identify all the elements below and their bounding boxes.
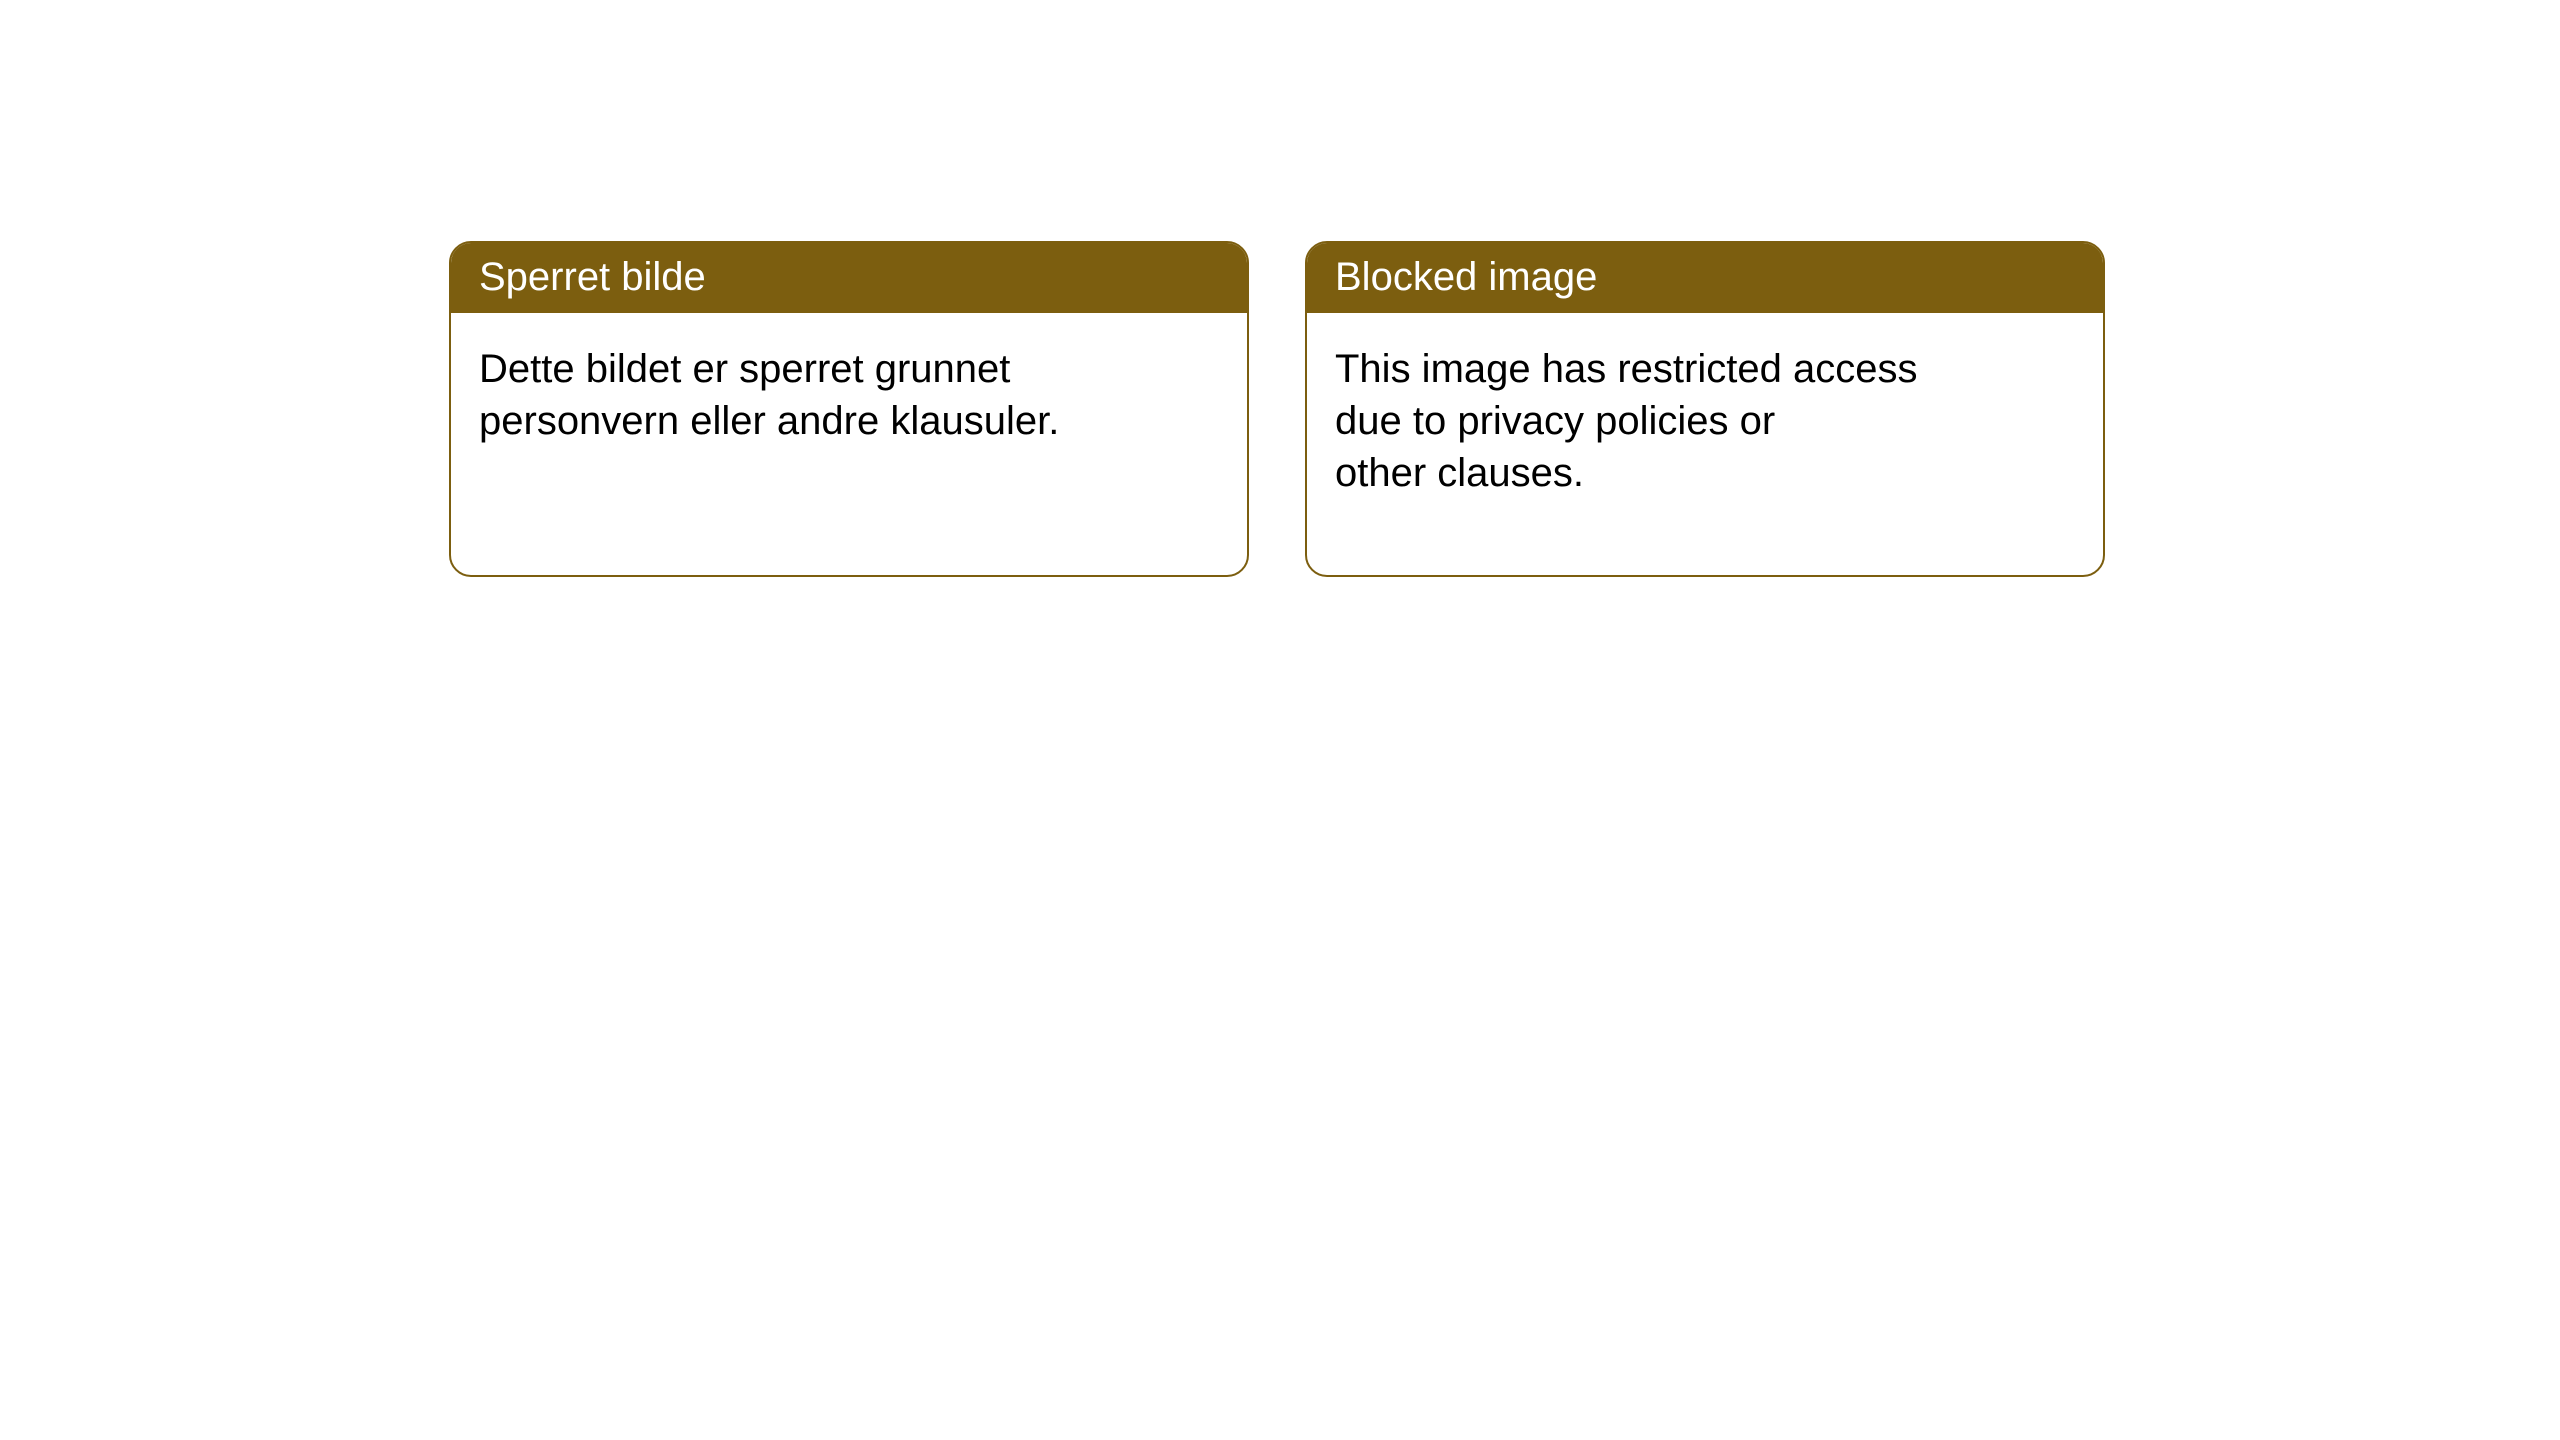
blocked-notice-container: Sperret bilde Dette bildet er sperret gr… (449, 241, 2105, 577)
card-title: Blocked image (1307, 243, 2103, 313)
blocked-notice-card-en: Blocked image This image has restricted … (1305, 241, 2105, 577)
card-title: Sperret bilde (451, 243, 1247, 313)
card-body: This image has restricted access due to … (1307, 313, 2103, 527)
blocked-notice-card-no: Sperret bilde Dette bildet er sperret gr… (449, 241, 1249, 577)
card-body: Dette bildet er sperret grunnet personve… (451, 313, 1247, 475)
